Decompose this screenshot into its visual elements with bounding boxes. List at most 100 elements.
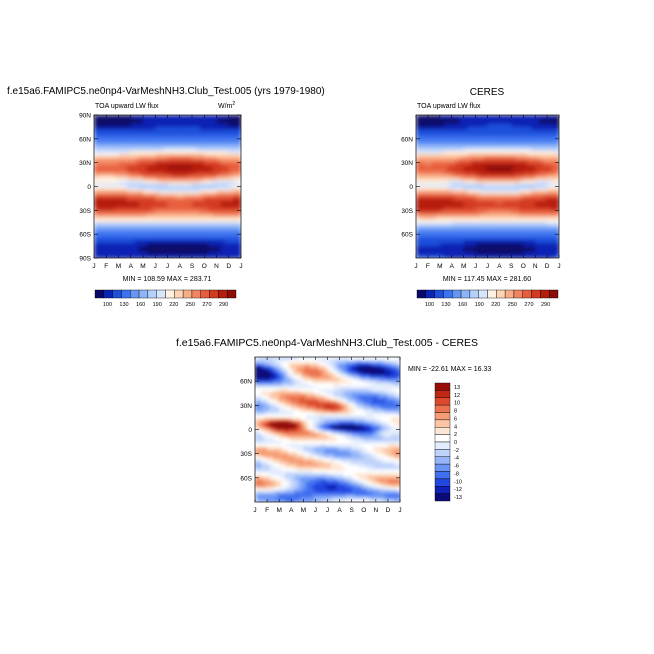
x-tick-label: J	[326, 507, 329, 514]
x-tick-label: M	[140, 263, 145, 270]
y-tick-label: 60N	[401, 136, 413, 143]
x-tick-label: A	[289, 507, 294, 514]
y-tick-label: 30S	[401, 208, 413, 215]
x-tick-label: J	[557, 263, 560, 270]
panel-ceres-colorbar: 100 130 160 190 220 250 270 290	[416, 289, 559, 308]
colorbar-swatch	[147, 289, 157, 299]
x-tick-label: J	[154, 263, 157, 270]
x-tick-label: F	[426, 263, 430, 270]
y-tick-label: 30N	[240, 403, 252, 410]
colorbar-swatch	[434, 449, 451, 457]
y-tick-label: 90N	[79, 113, 91, 120]
x-tick-label: D	[226, 263, 231, 270]
colorbar-swatch	[496, 289, 506, 299]
x-tick-label: M	[461, 263, 466, 270]
colorbar-swatch	[434, 493, 451, 502]
colorbar-tick-label: 250	[508, 302, 517, 308]
x-tick-label: S	[349, 507, 354, 514]
colorbar-tick-label: 2	[454, 432, 457, 438]
colorbar-swatch	[434, 404, 451, 413]
panel-diff-title: f.e15a6.FAMIPC5.ne0np4-VarMeshNH3.Club_T…	[176, 337, 478, 349]
colorbar-tick-label: -13	[454, 495, 462, 501]
y-tick-label: 0	[87, 184, 91, 191]
colorbar-swatch	[138, 289, 149, 299]
x-tick-label: F	[265, 507, 269, 514]
colorbar-swatch	[504, 289, 515, 299]
y-tick-label: 60S	[401, 232, 413, 239]
colorbar-tick-label: 8	[454, 409, 457, 415]
x-tick-label: O	[202, 263, 207, 270]
colorbar-tick-label: 13	[454, 385, 460, 391]
colorbar-tick-label: 0	[454, 440, 457, 446]
colorbar-swatch	[531, 289, 541, 299]
colorbar-swatch	[513, 289, 523, 299]
colorbar-tick-label: 220	[491, 302, 500, 308]
colorbar-swatch	[478, 289, 488, 299]
x-tick-label: D	[545, 263, 550, 270]
colorbar-swatch	[165, 289, 175, 299]
colorbar-swatch	[130, 289, 140, 299]
colorbar-tick-label: 130	[441, 302, 450, 308]
colorbar-swatch	[469, 289, 479, 299]
colorbar-tick-label: -4	[454, 456, 459, 462]
colorbar-tick-label: 100	[425, 302, 434, 308]
y-tick-label: 90S	[79, 256, 91, 263]
colorbar-tick-label: 12	[454, 393, 460, 399]
x-tick-label: M	[437, 263, 442, 270]
colorbar-swatch	[540, 289, 550, 299]
panel-model-subtitle: TOA upward LW flux	[95, 103, 159, 110]
panel-model-colorbar: 100 130 160 190 220 250 270 290	[94, 289, 237, 308]
colorbar-swatch	[182, 289, 193, 299]
panel-ceres-stats: MIN = 117.45 MAX = 281.60	[443, 276, 531, 283]
panel-ceres-title: CERES	[470, 87, 505, 98]
x-tick-label: A	[337, 507, 342, 514]
colorbar-swatch	[548, 289, 559, 299]
x-tick-label: A	[178, 263, 183, 270]
colorbar-tick-label: 6	[454, 416, 457, 422]
colorbar-tick-label: 100	[103, 302, 112, 308]
x-tick-label: O	[361, 507, 366, 514]
colorbar-swatch	[460, 289, 471, 299]
colorbar-swatch	[200, 289, 210, 299]
panel-ceres: CERES TOA upward LW flux J F M A M J J A S O N D J60…	[401, 87, 561, 308]
y-tick-label: 60N	[79, 136, 91, 143]
colorbar-tick-label: 250	[186, 302, 195, 308]
panel-model-field	[94, 115, 241, 258]
colorbar-swatch	[156, 289, 166, 299]
colorbar-tick-label: 290	[219, 302, 228, 308]
colorbar-tick-label: -10	[454, 479, 462, 485]
colorbar-swatch	[522, 289, 532, 299]
colorbar-swatch	[434, 478, 451, 487]
x-tick-label: N	[214, 263, 219, 270]
colorbar-swatch	[487, 289, 497, 299]
panel-model-stats: MIN = 108.59 MAX = 283.71	[123, 276, 212, 283]
colorbar-swatch	[121, 289, 131, 299]
x-tick-label: N	[373, 507, 378, 514]
y-tick-label: 30N	[401, 160, 413, 167]
x-tick-label: J	[398, 507, 401, 514]
colorbar-swatch	[434, 463, 451, 472]
x-tick-label: J	[486, 263, 489, 270]
colorbar-tick-label: -2	[454, 448, 459, 454]
colorbar-swatch	[443, 289, 453, 299]
x-tick-label: J	[239, 263, 242, 270]
colorbar-tick-label: 270	[524, 302, 533, 308]
x-tick-label: J	[92, 263, 95, 270]
x-tick-label: N	[533, 263, 538, 270]
colorbar-tick-label: 160	[136, 302, 145, 308]
colorbar-swatch	[434, 471, 451, 480]
colorbar-tick-label: -6	[454, 464, 459, 470]
colorbar-tick-label: -12	[454, 487, 462, 493]
y-tick-label: 30N	[79, 160, 91, 167]
x-tick-label: M	[276, 507, 281, 514]
colorbar-tick-label: 190	[475, 302, 484, 308]
x-tick-label: O	[521, 263, 526, 270]
colorbar-swatch	[434, 412, 451, 421]
x-tick-label: A	[129, 263, 134, 270]
y-tick-label: 0	[248, 427, 252, 434]
colorbar-swatch	[434, 419, 451, 428]
colorbar-swatch	[112, 289, 122, 299]
x-tick-label: S	[190, 263, 195, 270]
